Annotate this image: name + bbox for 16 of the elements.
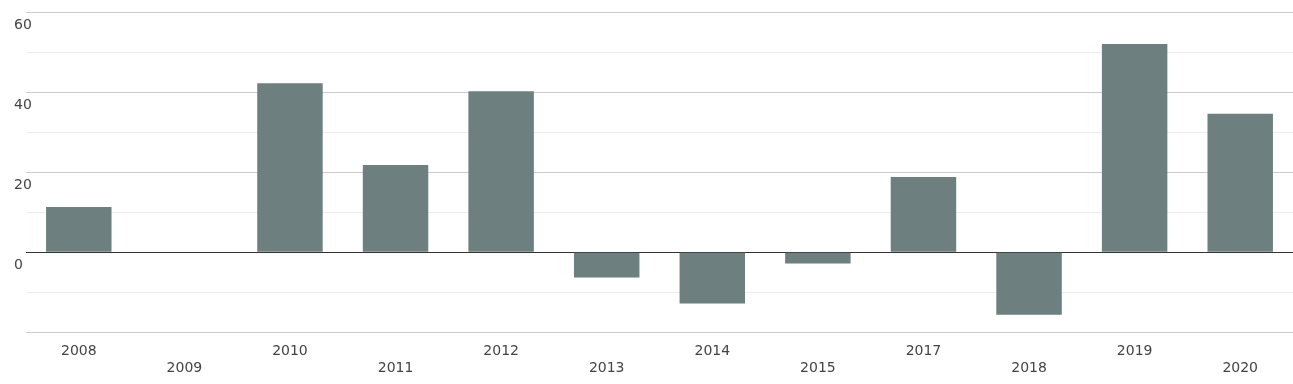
y-tick-label: 0 xyxy=(14,255,23,272)
x-tick-label: 2009 xyxy=(166,359,203,376)
y-tick-label: 60 xyxy=(14,15,32,32)
x-tick-label: 2019 xyxy=(1116,342,1153,359)
x-tick-label: 2020 xyxy=(1222,359,1259,376)
x-tick-label: 2011 xyxy=(377,359,414,376)
x-tick-label: 2010 xyxy=(272,342,308,359)
x-tick-label: 2014 xyxy=(694,342,731,359)
y-tick-label: 20 xyxy=(14,175,32,192)
x-tick-label: 2013 xyxy=(588,359,625,376)
x-tick-label: 2012 xyxy=(483,342,519,359)
y-tick-label: 40 xyxy=(14,95,32,112)
x-tick-label: 2008 xyxy=(60,342,97,359)
x-tick-label: 2017 xyxy=(905,342,942,359)
x-tick-label: 2015 xyxy=(800,359,836,376)
x-tick-label: 2018 xyxy=(1011,359,1047,376)
